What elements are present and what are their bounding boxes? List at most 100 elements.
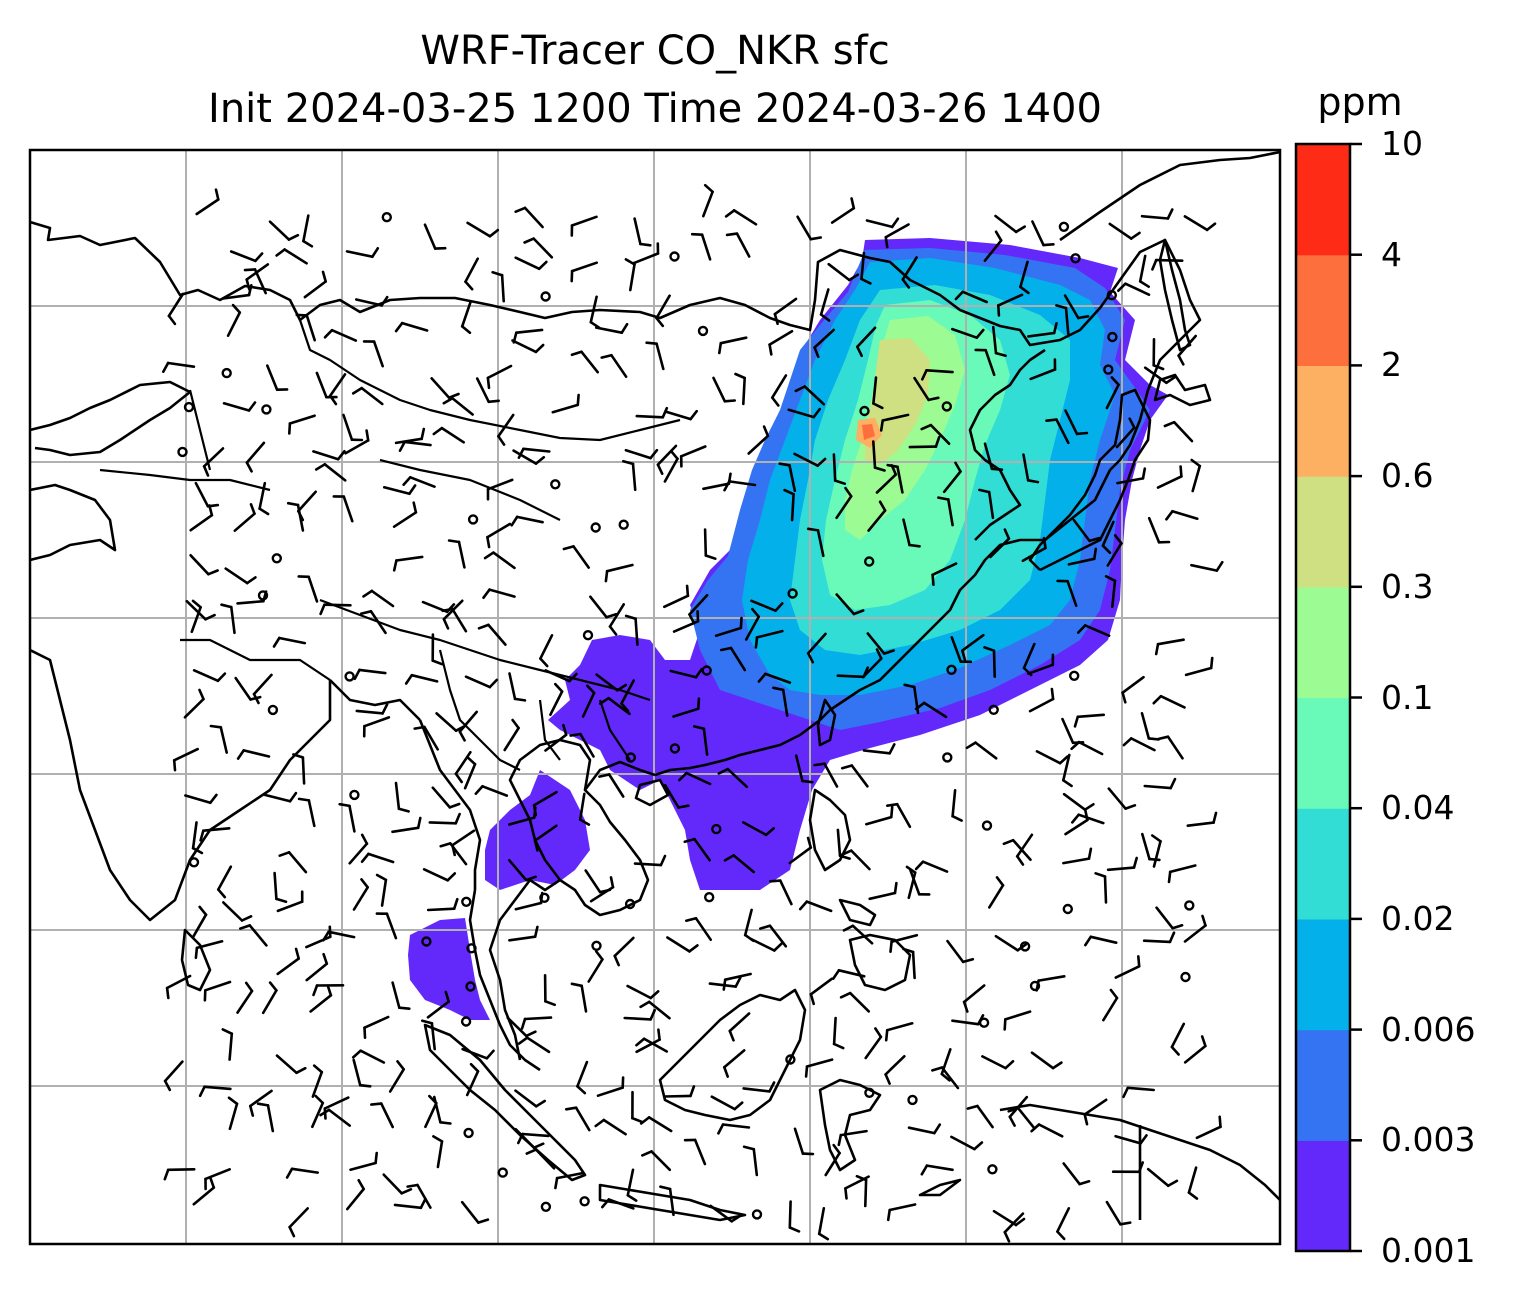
calm-wind-marker (625, 752, 636, 763)
wind-barb (1115, 417, 1136, 449)
wind-barb (962, 984, 986, 1013)
wind-barb (1156, 465, 1183, 489)
wind-barb (506, 1016, 537, 1038)
wind-barb (195, 188, 220, 216)
colorbar-segment (1296, 918, 1350, 1031)
wind-barb (466, 221, 500, 238)
wind-barb (203, 980, 232, 1002)
wind-barb (796, 215, 823, 241)
wind-barb (578, 792, 591, 826)
calm-wind-marker (579, 1196, 590, 1207)
wind-barb (1029, 358, 1057, 381)
coastline-myanmar (418, 719, 482, 890)
wind-barb (861, 648, 883, 679)
calm-wind-marker (1029, 980, 1041, 992)
wind-barb (345, 1179, 366, 1211)
wind-barb (946, 939, 975, 964)
wind-barb (794, 385, 826, 406)
wind-barb (758, 924, 788, 948)
calm-wind-marker (421, 936, 432, 947)
wind-barb (549, 682, 564, 717)
coastline-luzon (808, 788, 852, 872)
wind-barb (1076, 624, 1111, 638)
colorbar-tick-label: 0.003 (1381, 1120, 1476, 1160)
map-frame (28, 148, 1282, 1246)
wind-barb (659, 1185, 675, 1217)
wind-barb (902, 947, 916, 980)
colorbar-tick-label: 10 (1381, 124, 1423, 163)
wind-barb (349, 1151, 379, 1171)
wind-barb (432, 1135, 444, 1169)
calm-wind-marker (461, 896, 472, 907)
wind-barb (635, 1037, 669, 1053)
wind-barb (394, 321, 429, 333)
wind-barb (482, 588, 516, 600)
wind-barb (517, 447, 551, 460)
wind-barb (483, 551, 516, 570)
wind-barb (1122, 737, 1156, 752)
wind-barb (464, 675, 499, 689)
calm-wind-marker (859, 405, 870, 417)
wind-barb (879, 413, 910, 432)
wind-barb (708, 976, 742, 988)
wind-barb (793, 452, 827, 468)
wind-barb (226, 303, 242, 338)
wind-barb (564, 1106, 591, 1132)
wind-barb (1030, 1123, 1064, 1138)
calm-wind-marker (540, 291, 551, 302)
coastline-timor (918, 1178, 962, 1197)
wind-barb (954, 290, 989, 304)
wind-barb (265, 364, 289, 392)
wind-barb (908, 868, 931, 896)
wind-barb (192, 668, 227, 683)
wind-barb (442, 396, 474, 416)
wind-barb (1163, 420, 1194, 443)
wind-barb (163, 1168, 196, 1181)
wind-barb (1143, 777, 1177, 790)
colorbar-segment (1296, 808, 1350, 920)
wind-barb (204, 1168, 231, 1191)
calm-wind-marker (463, 1127, 474, 1139)
wind-barb (1031, 220, 1055, 247)
calm-wind-marker (261, 404, 272, 415)
wind-barb (199, 826, 231, 842)
wind-barb (783, 488, 795, 522)
tracer-plume-layer (408, 238, 1168, 1020)
wind-barb (508, 672, 527, 702)
wind-barb (1073, 713, 1105, 728)
map-title-line1: WRF-Tracer CO_NKR sfc (420, 28, 890, 74)
wind-barb (889, 933, 919, 954)
wind-barb (465, 1062, 480, 1097)
colorbar-tick-label: 0.001 (1381, 1231, 1476, 1270)
wind-barb (840, 764, 869, 788)
wind-barb (413, 725, 440, 751)
wind-barb (913, 376, 940, 402)
wind-barb (1019, 260, 1030, 295)
wind-barb (1101, 520, 1115, 555)
colorbar-segment (1296, 1029, 1350, 1141)
wind-barb (884, 223, 910, 249)
wind-barb (328, 373, 347, 406)
calm-wind-marker (624, 898, 636, 910)
wind-barb (221, 283, 253, 300)
wind-barb (319, 603, 352, 616)
wind-barb (624, 448, 659, 460)
wind-barb (420, 1019, 437, 1051)
wind-barb (626, 1168, 638, 1202)
wind-barb (355, 703, 389, 715)
wind-barb (544, 669, 578, 683)
wind-barb (983, 230, 1003, 263)
calm-wind-marker (1070, 253, 1081, 264)
wind-barb (677, 771, 712, 786)
wind-barb (1111, 1161, 1144, 1174)
wind-barb (773, 297, 798, 326)
wind-barb (788, 1200, 801, 1233)
wind-barb (701, 183, 714, 218)
wind-barb (353, 668, 387, 681)
wind-barb (996, 293, 1024, 317)
wind-barb (626, 984, 660, 1000)
wind-barb (363, 1015, 390, 1039)
wind-barb (245, 441, 266, 473)
wind-barb (710, 1095, 744, 1111)
wind-barb (475, 377, 501, 404)
